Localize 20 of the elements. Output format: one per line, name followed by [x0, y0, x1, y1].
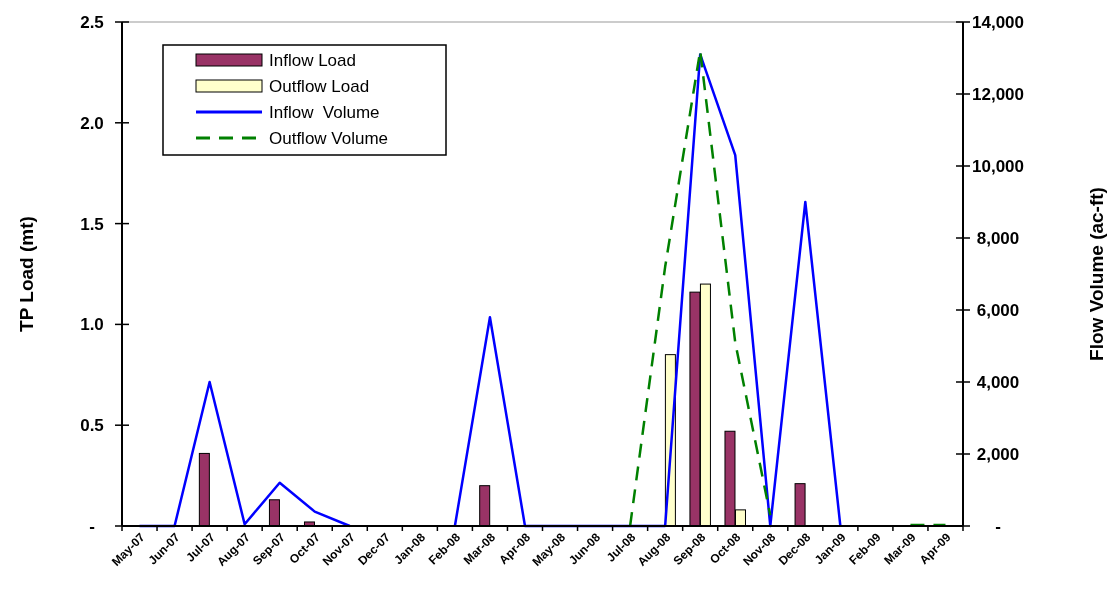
legend-label: Inflow Load: [269, 50, 356, 70]
y2-tick-label: 4,000: [976, 372, 1020, 392]
y2-axis-title: Flow Volume (ac-ft): [1086, 187, 1107, 361]
y2-tick-label: 14,000: [972, 12, 1024, 32]
y-tick-label: 1.5: [80, 214, 104, 234]
y2-tick-label: 2,000: [976, 444, 1020, 464]
y-tick-label: 0.5: [80, 416, 104, 436]
y2-tick-label: 12,000: [972, 84, 1024, 104]
legend-label: Outflow Volume: [269, 128, 389, 148]
legend-label: Outflow Load: [269, 76, 370, 96]
legend-label: Inflow Volume: [269, 102, 380, 122]
y-tick-label: 2.5: [80, 12, 104, 32]
y2-tick-label: 10,000: [972, 156, 1024, 176]
y-tick-label: 2.0: [80, 113, 104, 133]
y2-tick-label: 6,000: [976, 300, 1020, 320]
y2-tick-label: 8,000: [976, 228, 1020, 248]
y-tick-label: -: [89, 516, 95, 536]
y2-tick-label: -: [995, 516, 1001, 536]
y-tick-label: 1.0: [80, 315, 104, 335]
y-axis-title: TP Load (mt): [16, 216, 37, 332]
